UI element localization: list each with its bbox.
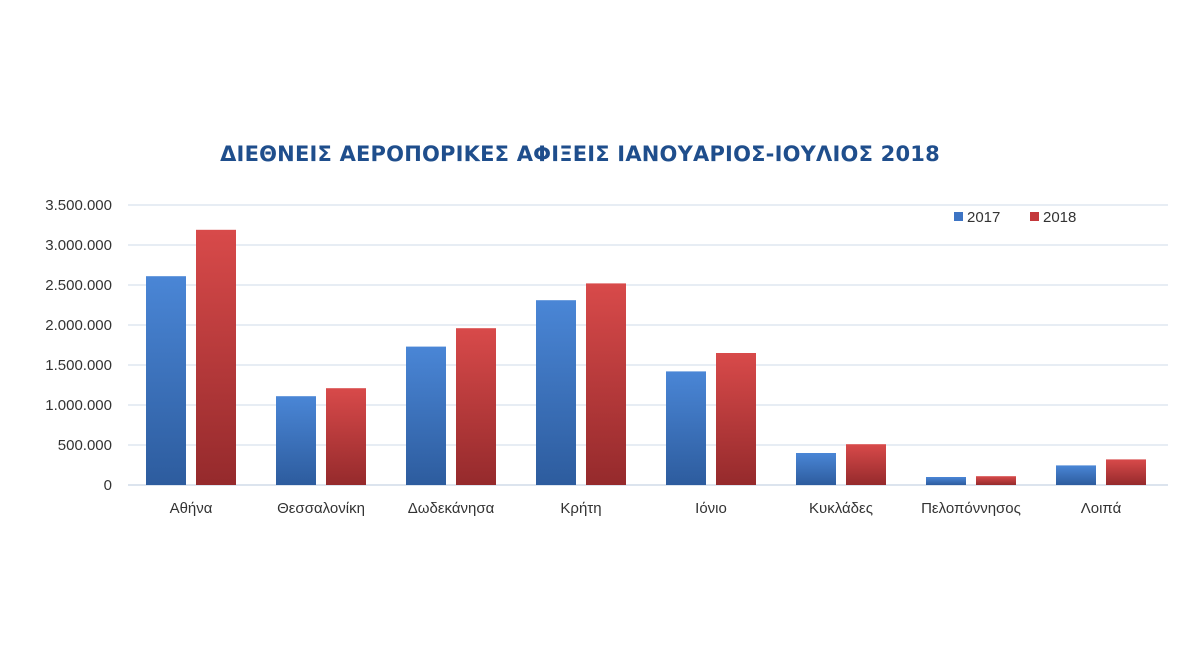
y-tick-label: 2.500.000 xyxy=(45,277,112,294)
y-tick-label: 1.000.000 xyxy=(45,397,112,414)
x-category-label: Κρήτη xyxy=(560,500,601,517)
y-tick-label: 500.000 xyxy=(58,437,112,454)
bar-2017-4 xyxy=(666,371,706,485)
x-category-label: Λοιπά xyxy=(1081,500,1122,517)
bar-2018-0 xyxy=(196,229,236,485)
x-category-label: Δωδεκάνησα xyxy=(408,500,495,517)
bar-2017-5 xyxy=(796,453,836,485)
bar-2018-6 xyxy=(976,476,1016,485)
x-category-label: Θεσσαλονίκη xyxy=(277,500,365,517)
y-tick-label: 0 xyxy=(104,477,112,494)
bar-2017-6 xyxy=(926,477,966,485)
bar-2017-3 xyxy=(536,300,576,485)
bar-2018-2 xyxy=(456,328,496,485)
x-category-label: Αθήνα xyxy=(170,500,213,517)
bar-2018-7 xyxy=(1106,459,1146,485)
x-axis-labels: Αθήνα Θεσσαλονίκη Δωδεκάνησα Κρήτη Ιόνιο Κυκλ… xyxy=(170,500,1122,517)
y-tick-label: 2.000.000 xyxy=(45,317,112,334)
legend: 2017 2018 xyxy=(954,209,1076,226)
bar-2018-4 xyxy=(716,353,756,485)
bar-2018-5 xyxy=(846,444,886,485)
x-category-label: Πελοπόννησος xyxy=(921,500,1021,517)
y-tick-label: 1.500.000 xyxy=(45,357,112,374)
bars xyxy=(146,229,1146,485)
bar-2017-0 xyxy=(146,276,186,485)
legend-swatch-2018 xyxy=(1030,212,1039,221)
bar-2018-1 xyxy=(326,388,366,485)
bar-2018-3 xyxy=(586,283,626,485)
legend-label-2017: 2017 xyxy=(967,209,1000,226)
bar-2017-1 xyxy=(276,396,316,485)
x-category-label: Ιόνιο xyxy=(695,500,727,517)
y-tick-label: 3.000.000 xyxy=(45,237,112,254)
legend-label-2018: 2018 xyxy=(1043,209,1076,226)
x-category-label: Κυκλάδες xyxy=(809,500,873,517)
bar-2017-7 xyxy=(1056,465,1096,485)
legend-swatch-2017 xyxy=(954,212,963,221)
bar-2017-2 xyxy=(406,346,446,485)
y-axis-ticks: 0 500.000 1.000.000 1.500.000 2.000.000 2.500… xyxy=(45,197,112,494)
y-tick-label: 3.500.000 xyxy=(45,197,112,214)
chart-title: ΔΙΕΘΝΕΙΣ ΑΕΡΟΠΟΡΙΚΕΣ ΑΦΙΞΕΙΣ ΙΑΝΟΥΑΡΙΟΣ-… xyxy=(220,142,940,166)
